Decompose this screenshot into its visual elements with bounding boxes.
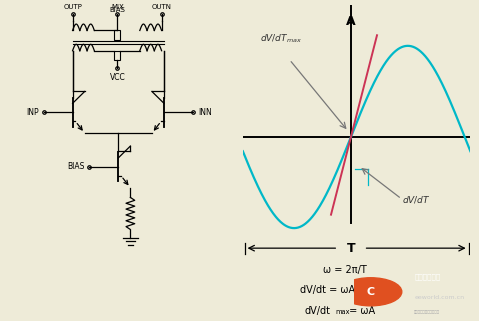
Text: max: max — [335, 309, 350, 316]
Text: BIAS: BIAS — [109, 7, 125, 13]
Text: $dV/dT$: $dV/dT$ — [402, 194, 431, 205]
Text: T: T — [347, 242, 355, 255]
Bar — [114, 30, 120, 40]
Text: MIX: MIX — [111, 4, 124, 10]
Text: 中国电子工程工作者之家: 中国电子工程工作者之家 — [414, 311, 440, 315]
Text: A: A — [345, 15, 355, 28]
Text: eeworld.com.cn: eeworld.com.cn — [414, 295, 464, 300]
Text: dV/dt = ωAcos(ωt): dV/dt = ωAcos(ωt) — [300, 284, 391, 294]
Text: OUTN: OUTN — [152, 4, 172, 10]
Bar — [114, 51, 120, 60]
Text: INP: INP — [26, 108, 39, 117]
Text: $dV/dT_{max}$: $dV/dT_{max}$ — [261, 32, 302, 45]
Text: INN: INN — [198, 108, 212, 117]
Circle shape — [340, 278, 402, 306]
Text: BIAS: BIAS — [67, 162, 84, 171]
Text: = ωA: = ωA — [346, 306, 376, 316]
Text: C: C — [366, 287, 375, 297]
Text: dV/dt: dV/dt — [304, 306, 331, 316]
Text: VCC: VCC — [109, 73, 125, 82]
Text: 电子工程世界: 电子工程世界 — [414, 274, 441, 281]
Text: ω = 2π/T: ω = 2π/T — [323, 265, 367, 274]
Text: OUTP: OUTP — [63, 4, 82, 10]
